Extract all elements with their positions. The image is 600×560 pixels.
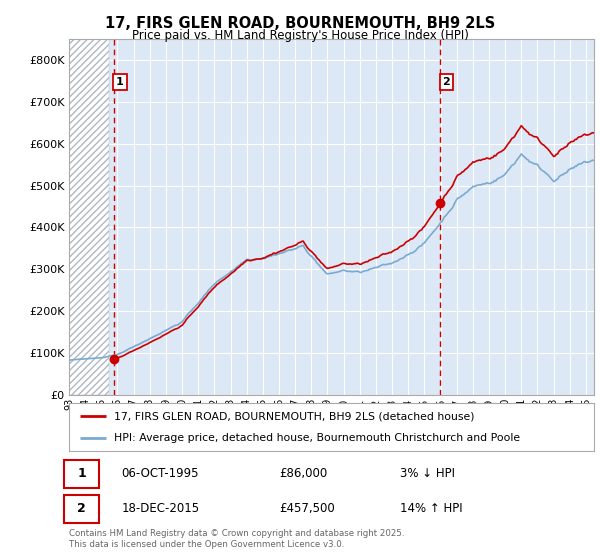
Text: 18-DEC-2015: 18-DEC-2015 <box>121 502 200 515</box>
Text: £86,000: £86,000 <box>279 468 327 480</box>
Text: 06-OCT-1995: 06-OCT-1995 <box>121 468 199 480</box>
Bar <box>69 39 109 395</box>
Text: 2: 2 <box>77 502 86 515</box>
Text: 17, FIRS GLEN ROAD, BOURNEMOUTH, BH9 2LS (detached house): 17, FIRS GLEN ROAD, BOURNEMOUTH, BH9 2LS… <box>113 411 474 421</box>
Text: 2: 2 <box>442 77 450 87</box>
Text: 14% ↑ HPI: 14% ↑ HPI <box>400 502 463 515</box>
Text: 3% ↓ HPI: 3% ↓ HPI <box>400 468 455 480</box>
FancyBboxPatch shape <box>64 460 100 488</box>
Text: Price paid vs. HM Land Registry's House Price Index (HPI): Price paid vs. HM Land Registry's House … <box>131 29 469 42</box>
Text: 1: 1 <box>116 77 124 87</box>
Text: Contains HM Land Registry data © Crown copyright and database right 2025.
This d: Contains HM Land Registry data © Crown c… <box>69 529 404 549</box>
FancyBboxPatch shape <box>64 495 100 523</box>
Text: 17, FIRS GLEN ROAD, BOURNEMOUTH, BH9 2LS: 17, FIRS GLEN ROAD, BOURNEMOUTH, BH9 2LS <box>105 16 495 31</box>
Text: 1: 1 <box>77 468 86 480</box>
Text: HPI: Average price, detached house, Bournemouth Christchurch and Poole: HPI: Average price, detached house, Bour… <box>113 433 520 443</box>
Bar <box>69 39 109 395</box>
Text: £457,500: £457,500 <box>279 502 335 515</box>
